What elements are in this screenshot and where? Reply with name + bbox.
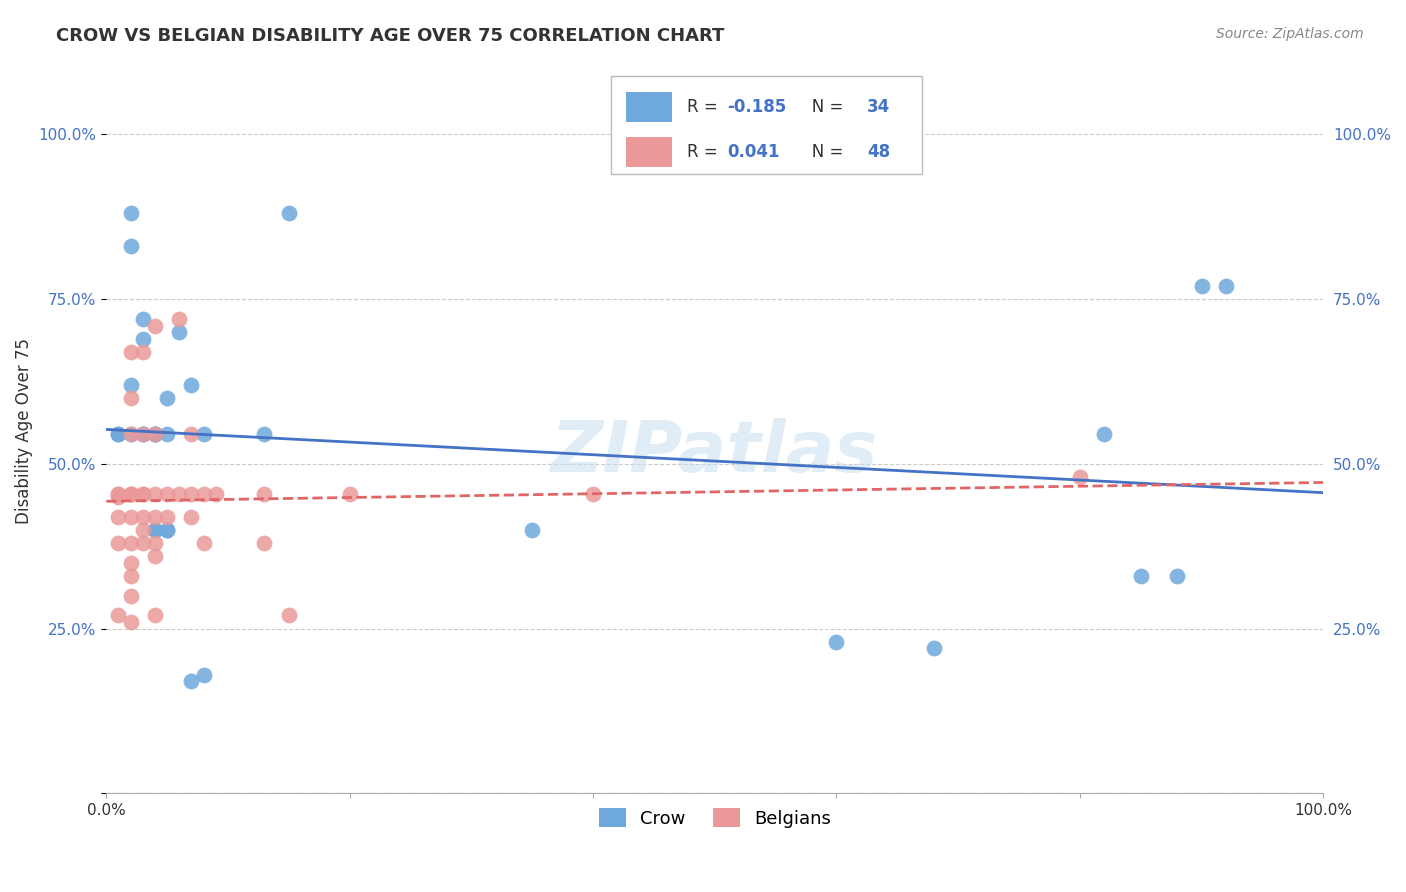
Point: [107, 509, 129, 524]
Bar: [626, 136, 672, 168]
Point: [132, 427, 155, 442]
Legend: Crow, Belgians: Crow, Belgians: [592, 801, 838, 835]
Y-axis label: Disability Age Over 75: Disability Age Over 75: [15, 338, 32, 524]
Point: [180, 674, 202, 689]
Point: [107, 427, 129, 442]
Point: [132, 536, 155, 550]
Text: CROW VS BELGIAN DISABILITY AGE OVER 75 CORRELATION CHART: CROW VS BELGIAN DISABILITY AGE OVER 75 C…: [56, 27, 724, 45]
Point: [143, 427, 166, 442]
Point: [193, 427, 215, 442]
Point: [156, 523, 179, 537]
Point: [156, 391, 179, 405]
Point: [132, 427, 155, 442]
Text: 34: 34: [868, 98, 890, 116]
Point: [132, 344, 155, 359]
Point: [277, 608, 299, 623]
Point: [825, 634, 848, 648]
Point: [107, 536, 129, 550]
Point: [1129, 569, 1152, 583]
Point: [193, 536, 215, 550]
Point: [156, 427, 179, 442]
Point: [143, 549, 166, 563]
Point: [120, 556, 142, 570]
Point: [120, 344, 142, 359]
Point: [143, 523, 166, 537]
Point: [120, 615, 142, 629]
Text: ZIPatlas: ZIPatlas: [551, 418, 879, 487]
Point: [132, 312, 155, 326]
Point: [107, 608, 129, 623]
Point: [120, 486, 142, 500]
Point: [120, 509, 142, 524]
Point: [193, 667, 215, 681]
Point: [132, 486, 155, 500]
Text: R =: R =: [686, 143, 723, 161]
Point: [582, 486, 605, 500]
Point: [169, 312, 191, 326]
Point: [107, 490, 129, 504]
Point: [120, 569, 142, 583]
Point: [180, 377, 202, 392]
Text: 0.041: 0.041: [727, 143, 779, 161]
Point: [204, 486, 226, 500]
Point: [522, 523, 544, 537]
Point: [120, 391, 142, 405]
Point: [120, 536, 142, 550]
Point: [180, 427, 202, 442]
Bar: [612, 76, 922, 174]
Point: [180, 486, 202, 500]
Point: [1166, 569, 1188, 583]
Point: [156, 523, 179, 537]
Point: [253, 427, 276, 442]
Point: [132, 427, 155, 442]
Point: [169, 486, 191, 500]
Point: [253, 536, 276, 550]
Point: [277, 206, 299, 220]
Point: [143, 427, 166, 442]
Point: [120, 206, 142, 220]
Text: N =: N =: [796, 98, 849, 116]
Point: [1092, 427, 1115, 442]
Point: [1069, 470, 1091, 484]
Text: R =: R =: [686, 98, 723, 116]
Point: [169, 325, 191, 339]
Point: [156, 509, 179, 524]
Point: [143, 427, 166, 442]
Point: [156, 486, 179, 500]
Text: 48: 48: [868, 143, 890, 161]
Point: [339, 486, 361, 500]
Point: [120, 239, 142, 253]
Bar: [626, 92, 672, 122]
Point: [120, 427, 142, 442]
Point: [143, 523, 166, 537]
Point: [193, 486, 215, 500]
Point: [253, 486, 276, 500]
Point: [120, 427, 142, 442]
Point: [120, 377, 142, 392]
Point: [132, 523, 155, 537]
Point: [143, 536, 166, 550]
Point: [120, 486, 142, 500]
Point: [180, 509, 202, 524]
Point: [132, 509, 155, 524]
Point: [120, 486, 142, 500]
Text: N =: N =: [796, 143, 849, 161]
Point: [922, 641, 945, 656]
Point: [143, 486, 166, 500]
Point: [120, 589, 142, 603]
Text: -0.185: -0.185: [727, 98, 786, 116]
Point: [107, 486, 129, 500]
Point: [132, 486, 155, 500]
Point: [143, 608, 166, 623]
Point: [132, 332, 155, 346]
Text: Source: ZipAtlas.com: Source: ZipAtlas.com: [1216, 27, 1364, 41]
Point: [1215, 279, 1237, 293]
Point: [1191, 279, 1213, 293]
Point: [107, 427, 129, 442]
Point: [143, 318, 166, 333]
Point: [107, 486, 129, 500]
Point: [143, 509, 166, 524]
Point: [143, 427, 166, 442]
